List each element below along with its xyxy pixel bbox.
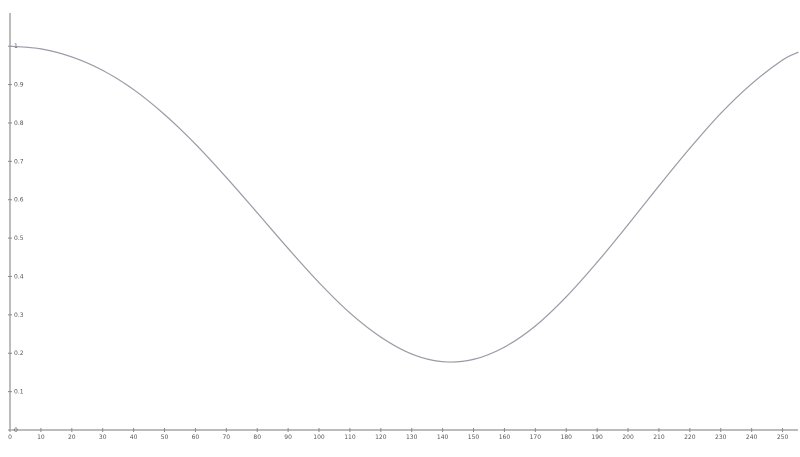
data-point <box>627 224 629 226</box>
axes <box>9 13 798 431</box>
data-point <box>9 45 11 47</box>
x-tick-label: 240 <box>746 434 758 441</box>
x-tick-label: 130 <box>406 434 418 441</box>
data-point <box>472 358 475 360</box>
x-tick-label: 90 <box>284 434 292 441</box>
x-tick-label: 70 <box>222 434 230 441</box>
data-point <box>102 69 104 71</box>
y-tick-label: 0.5 <box>14 235 24 242</box>
x-tick-label: 220 <box>684 434 696 441</box>
x-tick-label: 160 <box>499 434 511 441</box>
data-point <box>565 296 567 298</box>
y-tick-label: 0.9 <box>14 82 24 89</box>
x-tick-label: 110 <box>344 434 356 441</box>
x-tick-label: 30 <box>99 434 107 441</box>
y-tick-label: 0.3 <box>14 312 24 319</box>
x-tick-label: 40 <box>130 434 138 441</box>
x-axis-ticks: 0 10 20 30 40 50 60 70 80 90 100 110 120 130 140 150 160… <box>8 428 788 441</box>
data-point <box>256 212 258 214</box>
x-tick-label: 60 <box>192 434 200 441</box>
data-point <box>349 312 351 314</box>
data-point <box>71 56 73 58</box>
data-point <box>658 185 660 187</box>
data-point <box>720 112 722 114</box>
x-tick-label: 210 <box>653 434 665 441</box>
data-point <box>797 51 799 53</box>
x-tick-label: 200 <box>622 434 634 441</box>
x-tick-label: 140 <box>437 434 449 441</box>
y-tick-label: 0.2 <box>14 350 24 357</box>
data-point <box>163 113 166 116</box>
y-tick-label: 0.7 <box>14 158 24 165</box>
x-tick-label: 170 <box>530 434 542 441</box>
x-tick-label: 150 <box>468 434 480 441</box>
data-point <box>503 346 506 348</box>
data-point <box>133 88 135 91</box>
series-group <box>9 45 799 363</box>
x-tick-label: 100 <box>313 434 325 441</box>
series-line <box>9 45 799 363</box>
data-point <box>751 83 753 85</box>
y-tick-label: 0.4 <box>14 273 24 280</box>
x-tick-label: 180 <box>561 434 573 441</box>
data-point <box>380 336 382 338</box>
data-point <box>318 282 320 284</box>
data-point <box>225 176 227 179</box>
x-tick-label: 10 <box>37 434 45 441</box>
data-point <box>596 261 598 263</box>
y-tick-label: 0.1 <box>14 389 24 396</box>
data-point <box>442 361 444 363</box>
x-tick-label: 190 <box>591 434 603 441</box>
x-tick-label: 50 <box>161 434 169 441</box>
x-tick-label: 80 <box>253 434 261 441</box>
x-tick-label: 120 <box>375 434 387 441</box>
y-tick-label: 0 <box>14 427 18 434</box>
data-point <box>534 325 536 327</box>
data-point <box>411 353 413 355</box>
y-tick-label: 0.8 <box>14 120 24 127</box>
data-point <box>40 48 42 50</box>
data-point <box>287 247 289 250</box>
data-point <box>194 143 197 145</box>
x-tick-label: 230 <box>715 434 727 441</box>
data-point <box>689 147 691 149</box>
data-point <box>781 59 784 61</box>
x-tick-label: 20 <box>68 434 76 441</box>
x-tick-label: 250 <box>777 434 789 441</box>
y-tick-label: 0.6 <box>14 197 24 204</box>
x-tick-label: 0 <box>8 434 12 441</box>
